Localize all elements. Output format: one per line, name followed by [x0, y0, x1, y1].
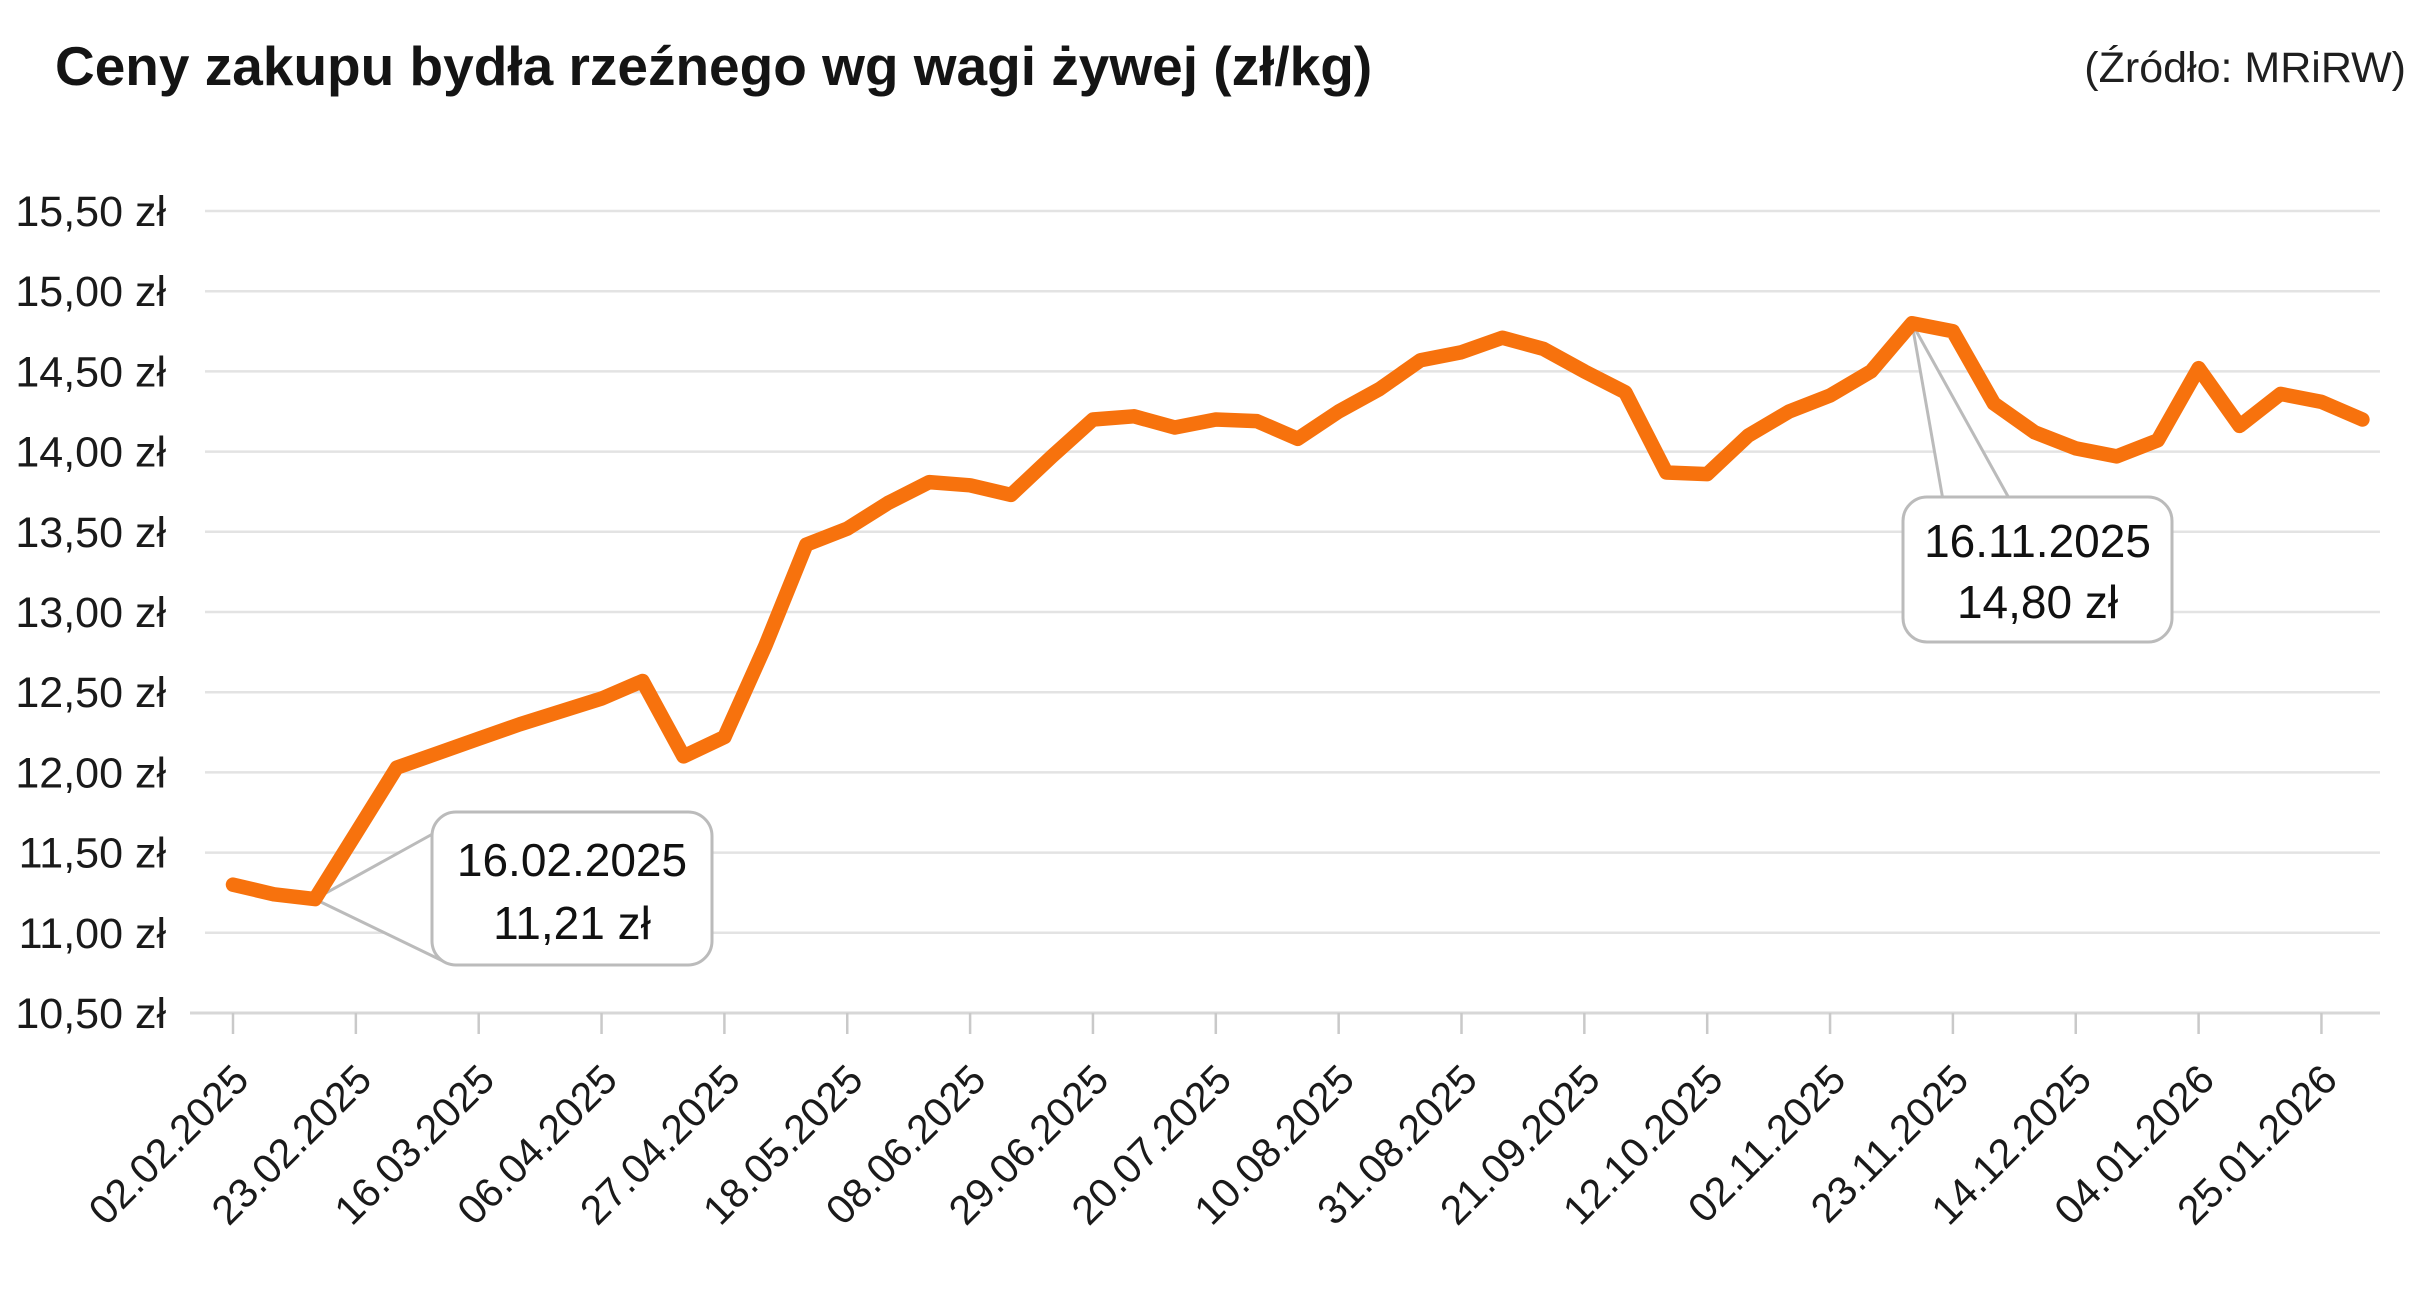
callout-value-label: 11,21 zł [493, 897, 651, 949]
y-axis-tick-label: 13,50 zł [15, 509, 166, 557]
y-axis-tick-label: 10,50 zł [15, 990, 166, 1038]
callout-box [1901, 495, 2174, 644]
y-axis-tick-label: 15,50 zł [15, 188, 166, 236]
y-axis-tick-label: 11,50 zł [19, 830, 167, 878]
y-axis-tick-label: 15,00 zł [15, 268, 166, 316]
callout-date-label: 16.02.2025 [457, 834, 687, 886]
chart-source-label: (Źródło: MRiRW) [2084, 44, 2406, 92]
y-axis-tick-label: 14,00 zł [15, 429, 166, 477]
y-axis-tick-label: 14,50 zł [15, 348, 166, 396]
price-line-series [225, 316, 2370, 907]
y-axis-tick-label: 11,00 zł [19, 910, 167, 958]
y-axis-tick-label: 12,50 zł [15, 669, 166, 717]
y-axis-tick-label: 13,00 zł [15, 589, 166, 637]
callout-date-label: 16.11.2025 [1924, 515, 2151, 567]
y-axis-tick-label: 12,00 zł [15, 749, 166, 797]
callout-tail [311, 824, 448, 965]
callout-value-label: 14,80 zł [1957, 576, 2118, 628]
callout-box [430, 810, 714, 967]
chart-title: Ceny zakupu bydła rzeźnego wg wagi żywej… [55, 35, 1373, 97]
